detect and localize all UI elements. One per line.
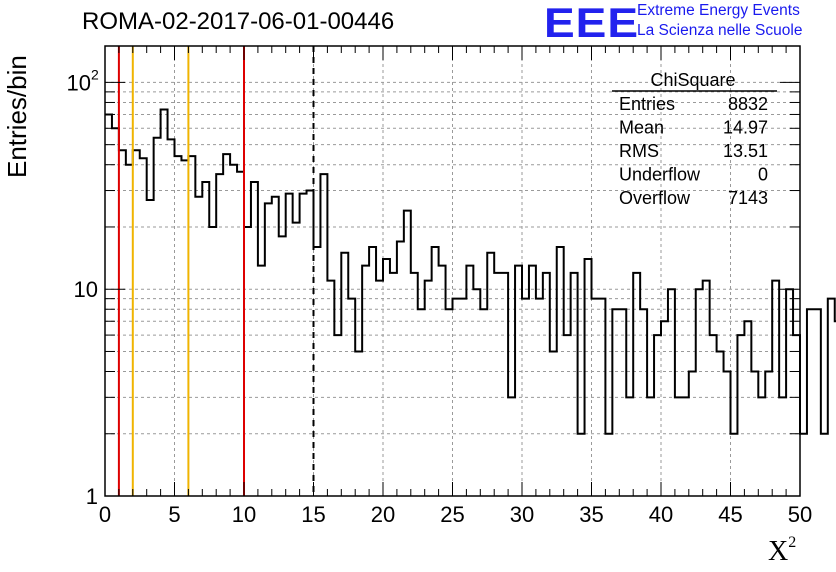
x-tick-label: 20 bbox=[371, 502, 395, 527]
stats-row-value: 7143 bbox=[728, 188, 768, 208]
chart-title: ROMA-02-2017-06-01-00446 bbox=[82, 8, 395, 35]
stats-row-value: 8832 bbox=[728, 94, 768, 114]
x-axis-label: X2 bbox=[768, 534, 796, 568]
y-axis-label: Entries/bin bbox=[2, 55, 32, 178]
stats-row-label: Overflow bbox=[619, 188, 691, 208]
x-tick-label: 0 bbox=[99, 502, 111, 527]
stats-row-value: 0 bbox=[758, 165, 768, 185]
x-tick-label: 40 bbox=[649, 502, 673, 527]
x-tick-label: 10 bbox=[232, 502, 256, 527]
x-tick-label: 45 bbox=[718, 502, 742, 527]
x-tick-label: 35 bbox=[579, 502, 603, 527]
stats-row-label: Entries bbox=[619, 94, 675, 114]
histogram-line bbox=[105, 108, 836, 435]
x-tick-label: 25 bbox=[440, 502, 464, 527]
x-tick-label: 15 bbox=[301, 502, 325, 527]
stats-title: ChiSquare bbox=[650, 70, 735, 90]
eee-tagline-2: La Scienza nelle Scuole bbox=[637, 22, 803, 39]
stats-row-label: RMS bbox=[619, 141, 659, 161]
x-tick-label: 5 bbox=[168, 502, 180, 527]
y-tick-label-exponent: 2 bbox=[91, 66, 99, 82]
stats-row-label: Mean bbox=[619, 118, 664, 138]
y-tick-label: 1 bbox=[86, 484, 98, 509]
x-tick-label: 50 bbox=[788, 502, 812, 527]
y-tick-label: 10 bbox=[74, 277, 98, 302]
stats-row-value: 13.51 bbox=[723, 141, 768, 161]
eee-logo: EEE bbox=[544, 0, 640, 47]
x-axis-label-exponent: 2 bbox=[788, 534, 797, 551]
x-tick-label: 30 bbox=[510, 502, 534, 527]
stats-row-value: 14.97 bbox=[723, 118, 768, 138]
x-axis-label-base: X bbox=[768, 536, 789, 567]
eee-tagline-1: Extreme Energy Events bbox=[637, 2, 800, 19]
stats-row-label: Underflow bbox=[619, 165, 701, 185]
y-tick-label: 10 bbox=[67, 70, 91, 95]
